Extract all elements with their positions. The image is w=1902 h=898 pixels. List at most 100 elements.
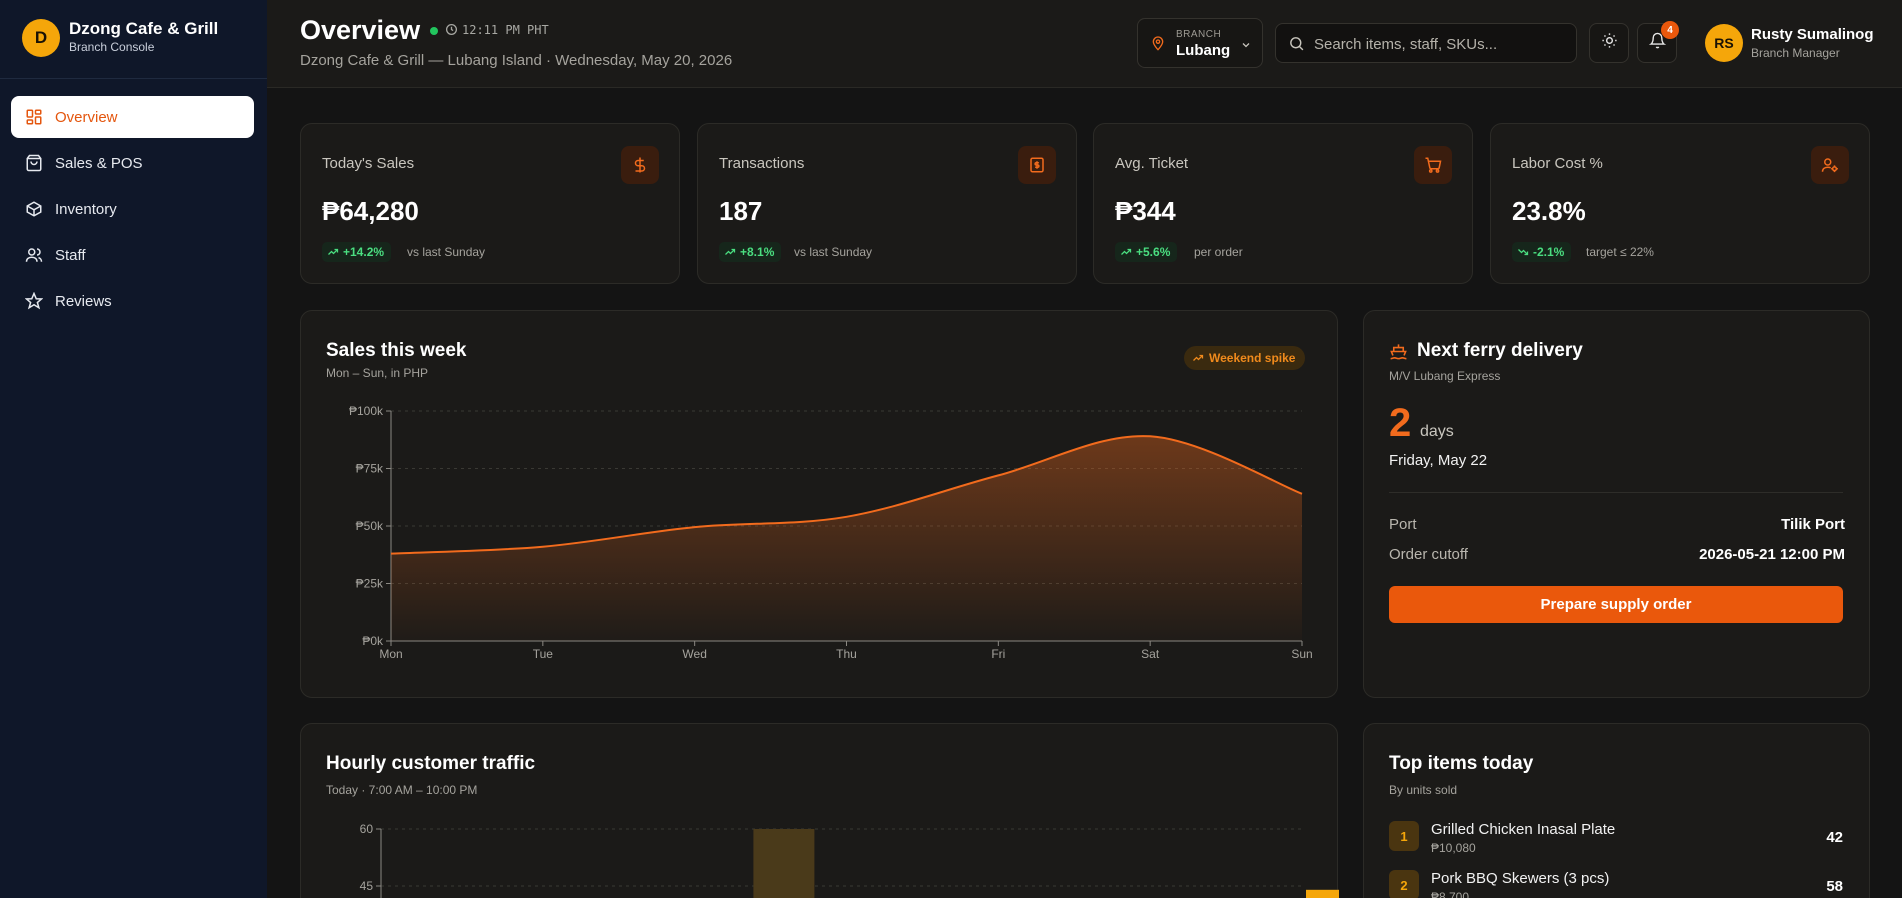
- kpi-value: 23.8%: [1512, 196, 1586, 226]
- kpi-delta: +14.2%: [322, 242, 392, 262]
- sidebar-item-overview[interactable]: Overview: [11, 96, 254, 138]
- receipt-icon: [1018, 146, 1056, 184]
- days-until-delivery: 2: [1389, 401, 1412, 445]
- user-cog-icon: [1811, 146, 1849, 184]
- kpi-delta: +8.1%: [719, 242, 782, 262]
- ship-icon: [1389, 342, 1408, 366]
- sales-area-fill: [391, 436, 1302, 641]
- brand: D Dzong Cafe & Grill Branch Console: [0, 0, 267, 79]
- port-value: Tilik Port: [1781, 516, 1845, 533]
- kpi-note: target ≤ 22%: [1586, 245, 1654, 259]
- kpi-label: Avg. Ticket: [1115, 155, 1189, 172]
- sidebar-item-sales-pos[interactable]: Sales & POS: [11, 142, 254, 184]
- live-status-dot: [430, 27, 438, 35]
- search-icon: [1288, 35, 1305, 57]
- theme-toggle-button[interactable]: [1589, 23, 1629, 63]
- x-tick-label-fri: Fri: [991, 647, 1005, 661]
- sidebar-item-label: Inventory: [55, 200, 117, 218]
- order-cutoff-label: Order cutoff: [1389, 546, 1468, 563]
- x-tick-label-sun: Sun: [1291, 647, 1312, 661]
- y-tick-label: ₱100k: [349, 404, 384, 418]
- y-tick-label: 60: [360, 822, 374, 836]
- trend-up-icon: [328, 248, 339, 255]
- rank-badge: 1: [1389, 821, 1419, 851]
- current-time: 12:11 PM PHT: [462, 23, 549, 37]
- kpi-label: Transactions: [719, 155, 805, 172]
- y-tick-label: ₱25k: [356, 577, 384, 591]
- page-title: Overview: [300, 15, 421, 45]
- kpi-delta-value: +8.1%: [740, 245, 775, 259]
- delivery-date: Friday, May 22: [1389, 452, 1488, 469]
- kpi-card-todays-sales: Today's Sales ₱64,280 +14.2% vs last Sun…: [300, 123, 680, 284]
- users-icon: [24, 245, 44, 265]
- kpi-value: ₱344: [1115, 196, 1176, 226]
- trend-up-icon: [725, 248, 736, 255]
- y-tick-label: 45: [360, 879, 374, 893]
- sidebar-item-label: Reviews: [55, 292, 112, 310]
- notification-count-badge: 4: [1661, 21, 1679, 39]
- branch-value: Lubang: [1176, 42, 1231, 59]
- cart-icon: [1414, 146, 1452, 184]
- prepare-supply-order-button[interactable]: Prepare supply order: [1389, 586, 1843, 623]
- search-box: [1275, 23, 1577, 63]
- rank-badge: 2: [1389, 870, 1419, 898]
- kpi-value: 187: [719, 196, 763, 226]
- card-title: Next ferry delivery: [1417, 340, 1583, 361]
- card-subtitle: By units sold: [1389, 783, 1458, 797]
- sidebar-item-reviews[interactable]: Reviews: [11, 280, 254, 322]
- badge-label: Weekend spike: [1209, 351, 1296, 365]
- branch-selector[interactable]: BRANCH Lubang: [1137, 18, 1263, 68]
- ferry-delivery-card: Next ferry delivery M/V Lubang Express 2…: [1363, 310, 1870, 698]
- top-items-card: Top items today By units sold 1 Grilled …: [1363, 723, 1870, 898]
- kpi-note: vs last Sunday: [794, 245, 873, 259]
- sales-week-card: Sales this week Mon – Sun, in PHP Weeken…: [300, 310, 1338, 698]
- brand-logo: D: [22, 19, 60, 57]
- trend-up-icon: [1193, 354, 1204, 361]
- sidebar-item-staff[interactable]: Staff: [11, 234, 254, 276]
- card-title: Sales this week: [326, 340, 467, 361]
- sun-icon: [1601, 32, 1618, 54]
- item-units: 42: [1826, 829, 1843, 846]
- kpi-delta: -2.1%: [1512, 242, 1572, 262]
- sales-area-chart: ₱0k ₱25k ₱50k ₱75k ₱100k Mon Tue Wed Thu Fri Sat Su…: [349, 404, 1313, 661]
- shopping-bag-icon: [24, 153, 44, 173]
- kpi-delta-value: +14.2%: [343, 245, 385, 259]
- sidebar-item-label: Sales & POS: [55, 154, 143, 172]
- page-subtitle: Dzong Cafe & Grill — Lubang Island · Wed…: [300, 52, 733, 69]
- map-pin-icon: [1150, 35, 1166, 56]
- layout-grid-icon: [24, 107, 44, 127]
- order-cutoff-value: 2026-05-21 12:00 PM: [1699, 546, 1845, 563]
- card-subtitle: Today · 7:00 AM – 10:00 PM: [326, 783, 478, 797]
- avatar[interactable]: RS: [1705, 24, 1743, 62]
- brand-subtitle: Branch Console: [69, 40, 155, 54]
- item-revenue: ₱10,080: [1431, 841, 1476, 855]
- traffic-bar: [753, 829, 815, 898]
- card-title: Top items today: [1389, 753, 1534, 774]
- x-tick-label-wed: Wed: [682, 647, 706, 661]
- card-subtitle: Mon – Sun, in PHP: [326, 366, 429, 380]
- user-name: Rusty Sumalinog: [1751, 26, 1874, 43]
- branch-label: BRANCH: [1176, 29, 1222, 40]
- hourly-traffic-card: Hourly customer traffic Today · 7:00 AM …: [300, 723, 1339, 898]
- x-tick-label-sat: Sat: [1141, 647, 1160, 661]
- x-tick-label-thu: Thu: [836, 647, 857, 661]
- brand-name: Dzong Cafe & Grill: [69, 19, 219, 38]
- item-name: Pork BBQ Skewers (3 pcs): [1431, 870, 1610, 887]
- list-item[interactable]: 1 Grilled Chicken Inasal Plate ₱10,080 4…: [1389, 821, 1843, 861]
- top-header: Overview 12:11 PM PHT Dzong Cafe & Grill…: [267, 0, 1902, 88]
- search-input[interactable]: [1314, 32, 1569, 56]
- sales-series-line: [390, 435, 1303, 555]
- sidebar-item-inventory[interactable]: Inventory: [11, 188, 254, 230]
- divider: [1389, 492, 1843, 493]
- kpi-label: Labor Cost %: [1512, 155, 1603, 172]
- card-title: Hourly customer traffic: [326, 753, 536, 774]
- list-item[interactable]: 2 Pork BBQ Skewers (3 pcs) ₱8,700 58: [1389, 870, 1843, 898]
- notifications-button[interactable]: [1637, 23, 1677, 63]
- kpi-card-transactions: Transactions 187 +8.1% vs last Sunday: [697, 123, 1077, 284]
- dollar-icon: [621, 146, 659, 184]
- weekend-spike-badge: Weekend spike: [1184, 346, 1306, 370]
- sidebar-item-label: Overview: [55, 108, 118, 126]
- item-units: 58: [1826, 878, 1843, 895]
- kpi-value: ₱64,280: [322, 196, 419, 226]
- days-unit: days: [1420, 423, 1454, 440]
